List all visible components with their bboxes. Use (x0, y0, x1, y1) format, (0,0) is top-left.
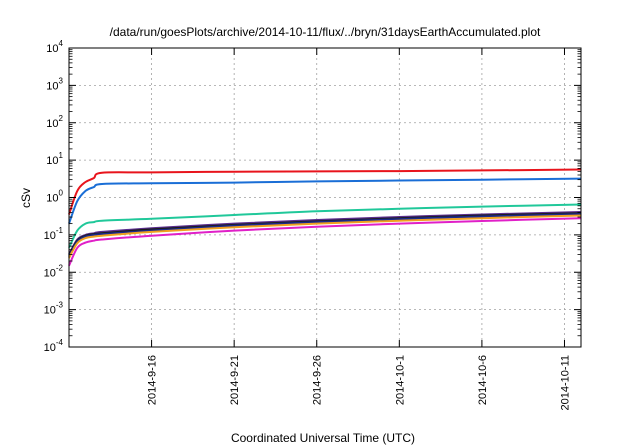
series-line-1 (68, 168, 582, 215)
y-tick-label: 104 (46, 39, 63, 55)
y-tick-label: 10-1 (44, 226, 64, 242)
series-lines (68, 168, 582, 267)
y-tick-exponent: -4 (56, 338, 64, 347)
y-tick-label: 101 (46, 151, 63, 167)
series-line-3 (68, 203, 582, 249)
x-tick-labels: 2014-9-16 2014-9-21 2014-9-26 2014-10-1 2014… (147, 355, 572, 410)
y-tick-label: 103 (46, 76, 63, 92)
chart-title: /data/run/goesPlots/archive/2014-10-11/f… (110, 25, 541, 39)
y-tick-base: 10 (46, 193, 58, 205)
y-tick-label: 10-3 (44, 301, 64, 317)
series-line-8 (68, 217, 582, 267)
y-tick-base: 10 (44, 342, 56, 354)
y-tick-exponent: 2 (59, 114, 64, 123)
y-tick-base: 10 (44, 305, 56, 317)
series-line-6 (68, 213, 582, 258)
y-tick-exponent: 1 (59, 151, 64, 160)
grid (69, 48, 581, 347)
x-tick-label: 2014-10-11 (559, 355, 571, 410)
y-tick-exponent: -2 (56, 263, 64, 272)
x-tick-label: 2014-9-16 (147, 355, 159, 405)
y-tick-label: 100 (46, 189, 63, 205)
y-tick-base: 10 (46, 43, 58, 55)
y-axis-label: cSv (19, 188, 33, 208)
series-line-2 (68, 177, 582, 224)
y-tick-base: 10 (44, 267, 56, 279)
y-tick-base: 10 (46, 155, 58, 167)
y-tick-exponent: -1 (56, 226, 64, 235)
y-tick-exponent: 3 (59, 76, 64, 85)
axis-ticks (69, 47, 581, 348)
series-line-7 (68, 214, 582, 259)
y-tick-exponent: 0 (59, 189, 64, 198)
x-axis-label: Coordinated Universal Time (UTC) (231, 431, 415, 445)
y-tick-base: 10 (46, 118, 58, 130)
y-tick-exponent: -3 (56, 301, 64, 310)
x-tick-label: 2014-9-21 (229, 355, 241, 405)
y-tick-exponent: 4 (59, 39, 64, 48)
y-tick-base: 10 (44, 230, 56, 242)
y-tick-base: 10 (46, 80, 58, 92)
y-tick-label: 102 (46, 114, 63, 130)
y-tick-label: 10-2 (44, 263, 64, 279)
y-tick-label: 10-4 (44, 338, 64, 354)
x-tick-label: 2014-10-1 (394, 355, 406, 405)
x-tick-label: 2014-10-6 (477, 355, 489, 405)
x-tick-label: 2014-9-26 (312, 355, 324, 405)
